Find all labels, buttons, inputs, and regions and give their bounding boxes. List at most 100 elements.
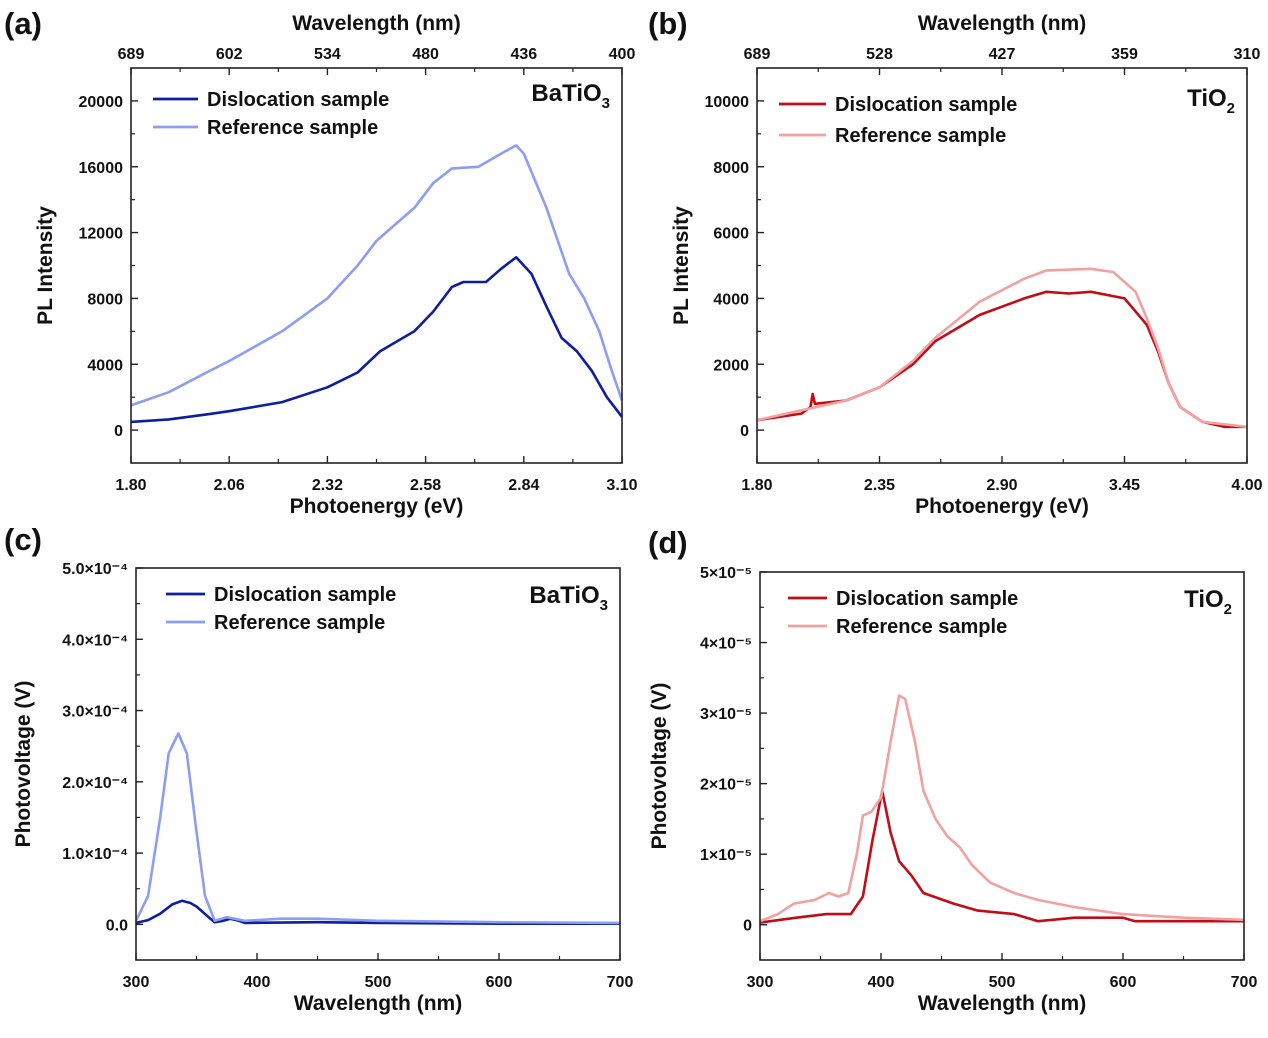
y-axis-label: PL Intensity (34, 206, 57, 325)
legend-label: Reference sample (214, 612, 385, 634)
x-tick-label: 2.32 (312, 477, 343, 494)
x-axis-label: Wavelength (nm) (294, 992, 462, 1015)
x-tick-label: 2.90 (986, 477, 1017, 494)
x-tick-label: 300 (747, 974, 774, 991)
legend-label: Reference sample (207, 117, 378, 139)
legend-label: Reference sample (836, 616, 1007, 638)
y-tick-label: 0 (114, 423, 123, 440)
y-tick-label: 2000 (713, 357, 749, 374)
material-formula-base: BaTiO (529, 582, 599, 609)
y-tick-label: 10000 (705, 94, 750, 111)
material-label: TiO2 (1184, 586, 1232, 618)
series-line-dislocation-sample (759, 789, 1244, 924)
top-x-tick-label: 480 (412, 46, 439, 63)
series-line-dislocation-sample (756, 290, 1247, 429)
series-line-reference-sample (756, 267, 1248, 429)
panel-letter: (c) (4, 522, 42, 557)
y-tick-label: 1.0×10⁻⁴ (62, 846, 128, 863)
x-tick-label: 2.58 (410, 477, 441, 494)
legend-label: Dislocation sample (836, 588, 1018, 610)
y-tick-label: 16000 (79, 160, 124, 177)
x-tick-label: 1.80 (741, 477, 772, 494)
x-tick-label: 2.35 (864, 477, 895, 494)
panel-letter: (a) (4, 6, 42, 41)
chart-panel-a: 1.80 689 2.06 602 2.32 534 2.58 480 2.84 436 3.10 4… (4, 6, 638, 518)
x-tick-label: 500 (365, 974, 392, 991)
series-line-dislocation-sample (135, 899, 620, 925)
y-axis-label: Photovoltage (V) (648, 683, 671, 850)
y-tick-label: 6000 (713, 226, 749, 243)
y-tick-label: 2.0×10⁻⁴ (62, 775, 128, 792)
y-tick-label: 12000 (79, 226, 124, 243)
y-tick-label: 0 (740, 423, 749, 440)
top-x-tick-label: 528 (866, 46, 893, 63)
y-tick-label: 0 (743, 918, 752, 935)
material-label: TiO2 (1187, 85, 1235, 117)
y-axis-label: PL Intensity (670, 206, 693, 325)
top-x-tick-label: 359 (1111, 46, 1138, 63)
y-tick-label: 1×10⁻⁵ (700, 847, 752, 864)
legend-label: Dislocation sample (214, 584, 396, 606)
y-tick-label: 4.0×10⁻⁴ (62, 632, 128, 649)
top-x-tick-label: 310 (1234, 46, 1261, 63)
legend-label: Dislocation sample (835, 94, 1017, 116)
series-line-dislocation-sample (130, 256, 624, 424)
panel-letter: (b) (648, 6, 688, 41)
top-x-tick-label: 436 (510, 46, 537, 63)
y-tick-label: 3.0×10⁻⁴ (62, 704, 128, 721)
x-tick-label: 700 (607, 974, 634, 991)
top-x-tick-label: 689 (744, 46, 771, 63)
x-tick-label: 600 (1110, 974, 1137, 991)
x-tick-label: 400 (244, 974, 271, 991)
y-tick-label: 3×10⁻⁵ (700, 706, 752, 723)
x-tick-label: 600 (486, 974, 513, 991)
chart-panel-d: 300 400 500 600 700 0 1×10⁻⁵ 2×10⁻⁵ 3×10⁻⁵ 4×10⁻⁵… (648, 525, 1257, 1015)
y-axis-label: Photovoltage (V) (12, 681, 35, 848)
legend-label: Dislocation sample (207, 89, 389, 111)
x-tick-label: 2.84 (508, 477, 539, 494)
x-tick-label: 3.45 (1109, 477, 1140, 494)
x-tick-label: 400 (868, 974, 895, 991)
material-formula-base: TiO (1184, 586, 1224, 613)
y-tick-label: 8000 (713, 160, 749, 177)
y-tick-label: 4×10⁻⁵ (700, 636, 752, 653)
x-tick-label: 300 (123, 974, 150, 991)
material-formula-subscript: 3 (602, 95, 610, 112)
y-tick-label: 4000 (87, 357, 123, 374)
y-tick-label: 2×10⁻⁵ (700, 777, 752, 794)
y-tick-label: 0.0 (106, 917, 128, 934)
y-tick-label: 8000 (87, 291, 123, 308)
y-tick-label: 4000 (713, 291, 749, 308)
x-axis-label: Photoenergy (eV) (290, 495, 464, 518)
material-formula-subscript: 2 (1227, 100, 1235, 117)
top-x-tick-label: 689 (118, 46, 145, 63)
material-formula-base: TiO (1187, 85, 1227, 112)
y-tick-label: 20000 (79, 94, 124, 111)
x-axis-label: Photoenergy (eV) (915, 495, 1089, 518)
series-line-reference-sample (130, 144, 624, 407)
material-label: BaTiO3 (531, 80, 610, 112)
series-line-reference-sample (759, 694, 1245, 923)
legend-label: Reference sample (835, 125, 1006, 147)
x-tick-label: 2.06 (214, 477, 245, 494)
series-line-reference-sample (134, 732, 621, 925)
x-tick-label: 700 (1231, 974, 1258, 991)
material-label: BaTiO3 (529, 582, 608, 614)
x-tick-label: 500 (989, 974, 1016, 991)
top-x-tick-label: 602 (216, 46, 243, 63)
top-x-axis-label: Wavelength (nm) (918, 12, 1086, 35)
chart-panel-c: 300 400 500 600 700 0.0 1.0×10⁻⁴ 2.0×10⁻⁴ 3.0×10… (4, 522, 633, 1015)
x-tick-label: 1.80 (115, 477, 146, 494)
top-x-axis-label: Wavelength (nm) (292, 12, 460, 35)
material-formula-base: BaTiO (531, 80, 601, 107)
y-tick-label: 5.0×10⁻⁴ (62, 561, 128, 578)
x-tick-label: 4.00 (1231, 477, 1262, 494)
x-tick-label: 3.10 (606, 477, 637, 494)
top-x-tick-label: 534 (314, 46, 341, 63)
top-x-tick-label: 427 (989, 46, 1016, 63)
material-formula-subscript: 3 (600, 597, 608, 614)
y-tick-label: 5×10⁻⁵ (700, 565, 752, 582)
top-x-tick-label: 400 (609, 46, 636, 63)
material-formula-subscript: 2 (1224, 601, 1232, 618)
